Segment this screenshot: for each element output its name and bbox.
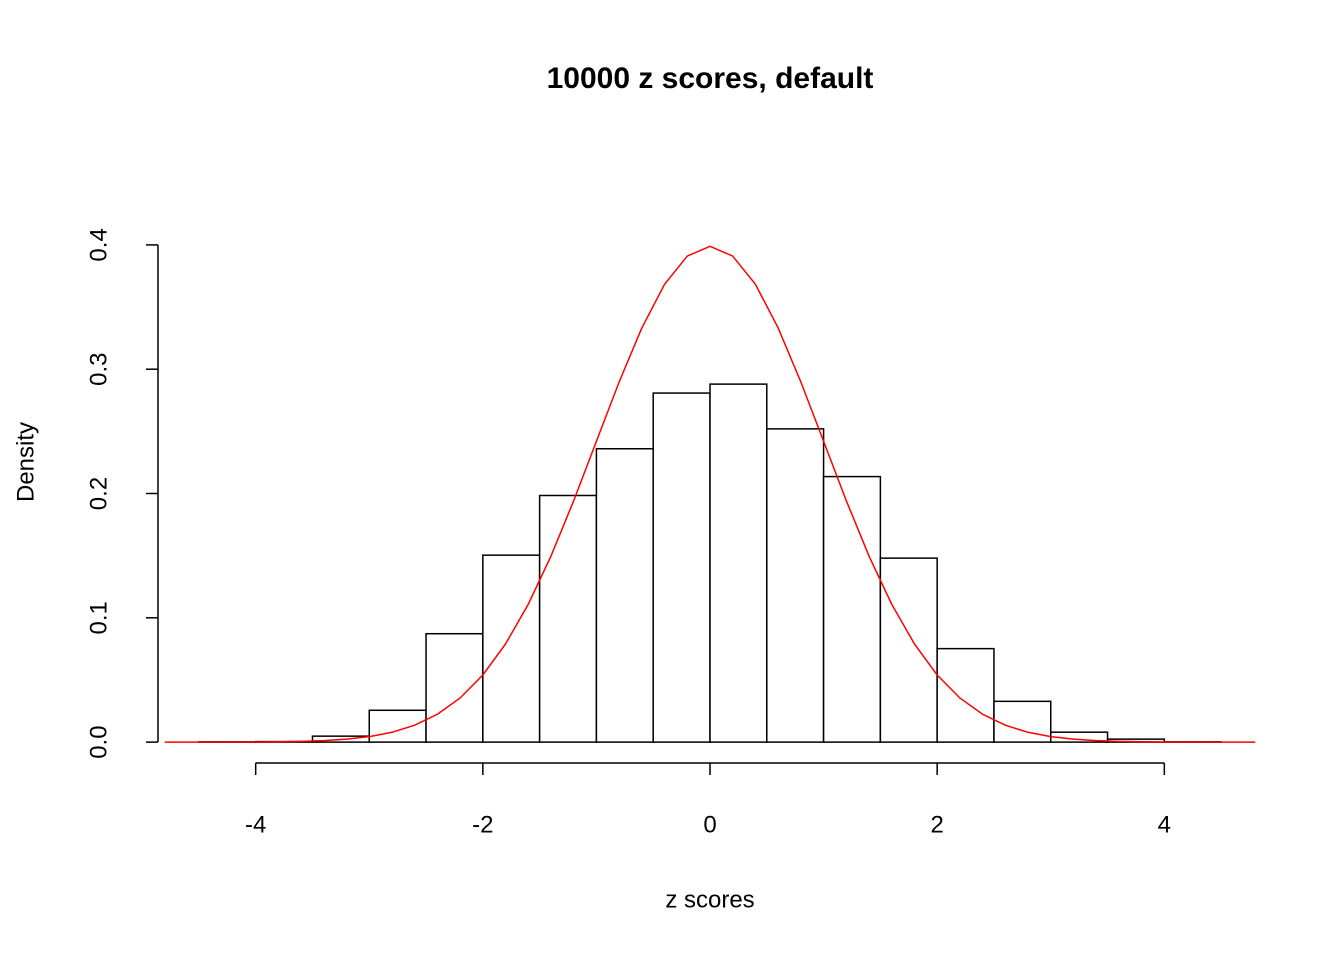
bar <box>709 383 768 743</box>
y-tick-label: 0.3 <box>85 353 112 386</box>
bar <box>993 700 1052 743</box>
x-tick-label: 4 <box>1158 811 1171 838</box>
bar <box>425 632 484 743</box>
x-tick-label: 0 <box>703 811 716 838</box>
bar <box>482 554 541 743</box>
bar <box>652 392 711 743</box>
chart-title: 10000 z scores, default <box>547 62 874 95</box>
x-axis-label: z scores <box>665 886 754 913</box>
bar <box>936 647 995 743</box>
y-tick-label: 0.4 <box>85 228 112 261</box>
bar <box>368 709 427 743</box>
bar <box>879 557 938 743</box>
y-tick-label: 0.1 <box>85 601 112 634</box>
density-curve <box>164 245 1256 743</box>
bar <box>822 475 882 743</box>
bar <box>595 448 654 743</box>
x-tick-label: 2 <box>930 811 943 838</box>
y-tick-label: 0.0 <box>85 725 112 758</box>
y-tick-label: 0.2 <box>85 477 112 510</box>
y-axis-label: Density <box>12 422 39 502</box>
x-tick-label: -2 <box>472 811 493 838</box>
bar <box>538 494 598 743</box>
bar <box>766 428 825 743</box>
x-tick-label: -4 <box>245 811 266 838</box>
